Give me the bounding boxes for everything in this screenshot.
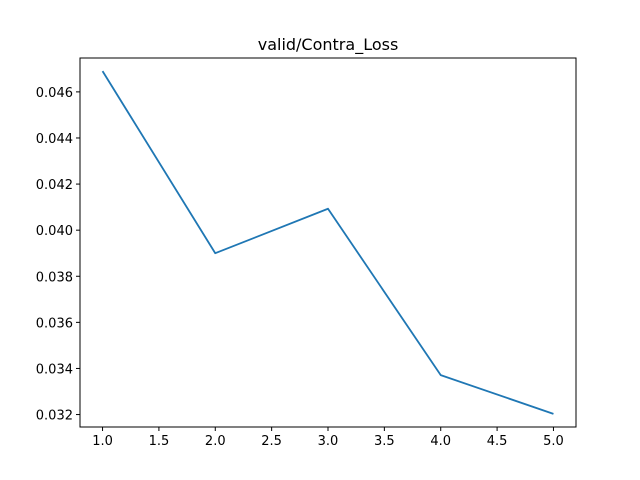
y-axis: 0.032 0.034 0.036 0.038 0.040 0.042 0.044 0.046 xyxy=(36,86,80,424)
data-point xyxy=(327,208,329,210)
x-axis: 1.0 1.5 2.0 2.5 3.0 3.5 4.0 4.5 5.0 xyxy=(92,427,564,449)
x-tick-label: 1.0 xyxy=(92,434,113,449)
y-tick-label: 0.042 xyxy=(36,178,73,193)
data-point xyxy=(553,413,555,415)
data-point xyxy=(102,70,104,72)
x-tick-label: 4.0 xyxy=(430,434,451,449)
y-tick-label: 0.044 xyxy=(36,132,73,147)
series-layer xyxy=(101,70,555,415)
x-tick-label: 3.5 xyxy=(374,434,395,449)
series-line xyxy=(101,70,554,415)
y-tick-label: 0.038 xyxy=(36,270,73,285)
chart-title: valid/Contra_Loss xyxy=(258,35,399,55)
y-tick-label: 0.036 xyxy=(36,316,73,331)
x-tick-label: 2.5 xyxy=(261,434,282,449)
y-tick-label: 0.040 xyxy=(36,224,73,239)
x-tick-label: 1.5 xyxy=(149,434,170,449)
x-tick-label: 3.0 xyxy=(318,434,339,449)
x-tick-label: 5.0 xyxy=(543,434,564,449)
plot-frame xyxy=(79,57,577,428)
x-tick-label: 2.0 xyxy=(205,434,226,449)
x-tick-label: 4.5 xyxy=(487,434,508,449)
data-point xyxy=(440,374,442,376)
y-tick-label: 0.032 xyxy=(36,409,73,424)
y-tick-label: 0.046 xyxy=(36,86,73,101)
y-tick-label: 0.034 xyxy=(36,362,73,377)
data-point xyxy=(214,252,216,254)
